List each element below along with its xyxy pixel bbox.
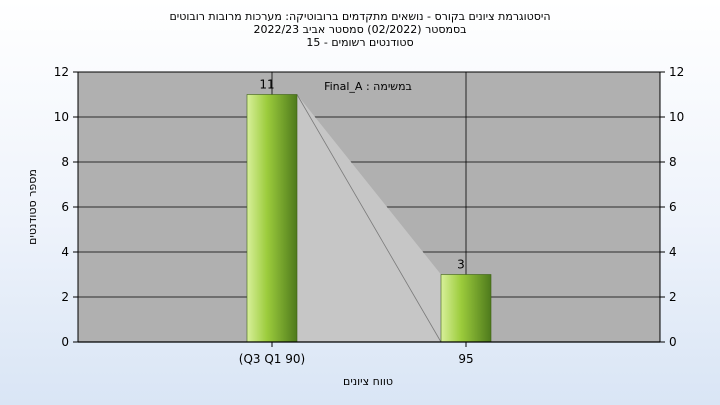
series-connector-line [296,94,442,343]
y-tick-label-left: 2 [61,290,69,304]
y-tick-label-left: 12 [54,65,69,79]
bar-data-label: 3 [457,258,465,272]
y-tick-label-left: 0 [61,335,69,349]
x-axis-label: טווח ציונים [343,375,393,388]
y-tick-label-right: 12 [669,65,684,79]
y-tick-label-left: 10 [54,110,69,124]
y-tick-label-right: 0 [669,335,677,349]
x-tick-label: (Q3 Q1 90) [239,352,305,366]
y-tick-label-left: 8 [61,155,69,169]
bar [440,274,492,343]
chart-annotation: Final_A : במשימה [324,80,412,93]
chart-title-line-2: בסמסטר (02/2022) סמסטר אביב 2022/23 [253,23,467,36]
y-tick-label-right: 6 [669,200,677,214]
y-tick-label-right: 2 [669,290,677,304]
chart-title-line-3: סטודנטים רשומים - 15 [306,36,414,49]
y-tick-label-right: 10 [669,110,684,124]
y-tick-label-left: 6 [61,200,69,214]
y-tick-label-right: 8 [669,155,677,169]
y-tick-label-right: 4 [669,245,677,259]
bar-data-label: 11 [259,78,274,92]
bar [246,94,298,343]
y-tick-label-left: 4 [61,245,69,259]
x-tick-label: 95 [458,352,473,366]
chart-title-line-1: היסטוגרמת ציונים בקורס - נושאים מתקדמים … [169,10,551,23]
y-axis-label: מספר סטודנטים [26,169,39,245]
